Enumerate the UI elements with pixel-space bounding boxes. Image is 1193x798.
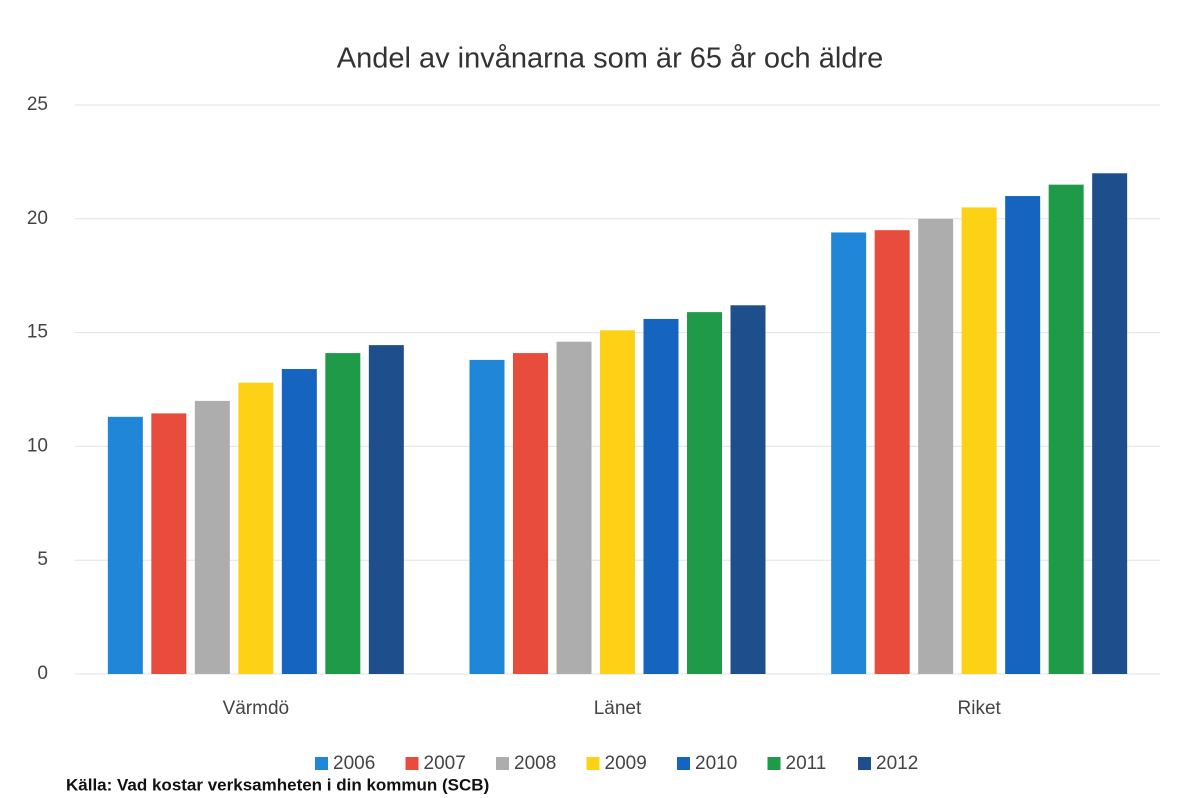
bar [1092,173,1128,674]
bar [687,312,722,674]
bar [961,207,997,675]
bar [1005,196,1041,675]
bar [874,230,910,674]
bar [643,318,679,674]
legend-swatch [767,757,781,770]
bar [513,353,548,674]
bar [600,330,635,674]
x-tick-label: Riket [958,698,1002,719]
y-tick-label: 20 [27,208,48,229]
bar [918,218,954,675]
bar [730,305,766,674]
bar [107,416,143,674]
legend-swatch [858,757,871,770]
legend-label: 2011 [786,753,827,774]
y-tick-label: 5 [37,549,48,570]
legend-swatch [586,757,600,770]
y-tick-label: 0 [37,663,48,684]
bar [238,382,274,674]
x-tick-label: Värmdö [223,698,290,719]
y-tick-label: 15 [27,322,48,343]
bar [194,400,230,674]
legend-label: 2012 [876,753,918,774]
legend-swatch [405,757,419,770]
legend-label: 2010 [695,753,737,774]
bar [1048,184,1084,674]
bar [469,359,505,674]
bar [556,341,592,674]
x-tick-label: Länet [594,698,642,719]
bar [325,353,361,674]
legend-swatch [677,757,690,770]
bar [281,369,317,674]
bar [368,345,404,674]
legend-swatch [496,757,509,770]
legend-label: 2006 [333,753,375,774]
chart-title: Andel av invånarna som är 65 år och äldr… [337,43,883,75]
source-note: Källa: Vad kostar verksamheten i din kom… [66,775,489,794]
y-tick-label: 25 [27,94,48,115]
bar [831,232,867,674]
legend-label: 2009 [605,753,647,774]
bar [151,413,187,674]
legend-label: 2007 [424,753,466,774]
legend-swatch [315,757,328,770]
legend-label: 2008 [514,753,556,774]
y-tick-label: 10 [27,435,48,456]
